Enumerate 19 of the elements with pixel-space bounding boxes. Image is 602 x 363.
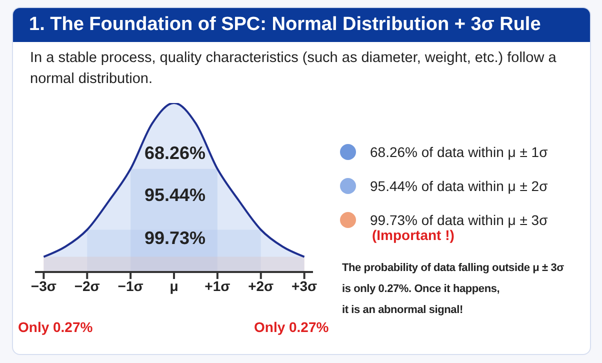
legend-label: 68.26% of data within μ ± 1σ — [370, 144, 548, 160]
text: Only 0.27% — [254, 319, 329, 335]
chart-subtitle: In a stable process, quality characteristics (such as diameter, weight, etc.) follow a normal distribution. — [30, 49, 558, 89]
annotation: 95.44% — [143, 185, 207, 206]
x-tick-label: +3σ — [292, 278, 318, 294]
legend-label: 95.44% of data within μ ± 2σ — [370, 178, 548, 194]
x-tick-label: +2σ — [248, 278, 274, 294]
x-tick-label: −1σ — [118, 278, 144, 294]
x-tick-label: +1σ — [204, 278, 231, 294]
chart-title: 1. The Foundation of SPC: Normal Distribution + 3σ Rule — [13, 8, 590, 42]
text: (Important !) — [372, 227, 454, 243]
x-tick-label: −3σ — [30, 278, 57, 294]
text: The probability of data falling outside μ ± 3σ is only 0.27%. Once it happens, it is an abnormal signal! — [342, 261, 565, 318]
annotation: 99.73% — [143, 228, 207, 249]
legend-label: 99.73% of data within μ ± 3σ — [370, 212, 548, 228]
x-tick-label: μ — [170, 278, 178, 294]
x-tick-label: −2σ — [74, 278, 100, 294]
annotation: 68.26% — [143, 143, 207, 164]
text: Only 0.27% — [18, 319, 93, 335]
